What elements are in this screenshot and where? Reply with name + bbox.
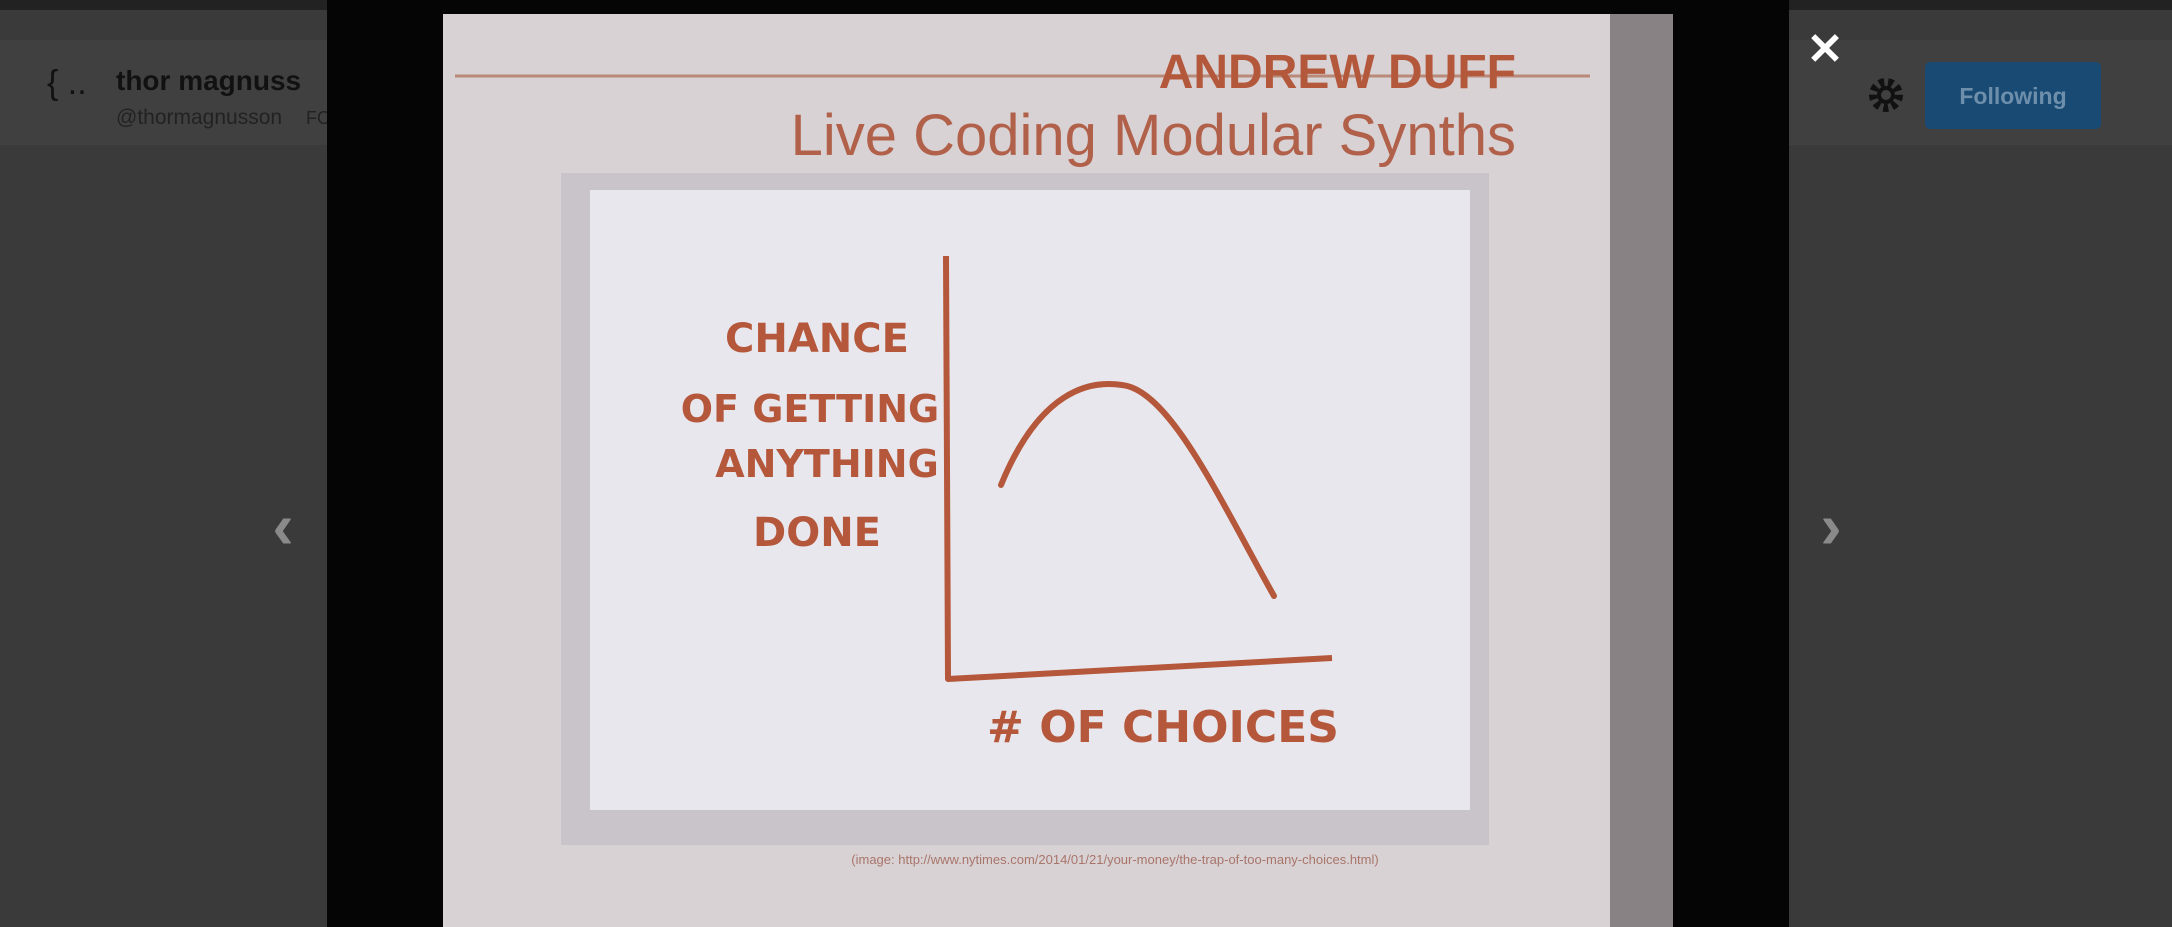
slide-title: Live Coding Modular Synths <box>791 103 1516 168</box>
next-button[interactable]: › <box>1820 490 1841 562</box>
close-button[interactable]: ✕ <box>1807 25 1844 74</box>
prev-button[interactable]: ‹ <box>272 490 293 562</box>
profile-handle[interactable]: @thormagnusson <box>116 106 282 129</box>
y-label-line: OF GETTING <box>681 387 940 431</box>
page: { .. thor magnuss @thormagnusson FO Foll… <box>0 0 2172 927</box>
slide-shadow <box>1610 14 1673 927</box>
x-label: # OF CHOICES <box>987 702 1339 753</box>
screen: { .. thor magnuss @thormagnusson FO Foll… <box>0 0 2172 927</box>
follow-button-label: Following <box>1959 83 2066 109</box>
profile-name[interactable]: thor magnuss <box>116 65 301 96</box>
y-label-line: ANYTHING <box>715 442 939 486</box>
y-label-line: CHANCE <box>725 316 909 362</box>
speaker: ANDREW DUFF <box>1159 46 1516 99</box>
y-label-line: DONE <box>753 510 881 556</box>
caption: (image: http://www.nytimes.com/2014/01/2… <box>851 852 1378 867</box>
avatar: { .. <box>47 64 87 102</box>
